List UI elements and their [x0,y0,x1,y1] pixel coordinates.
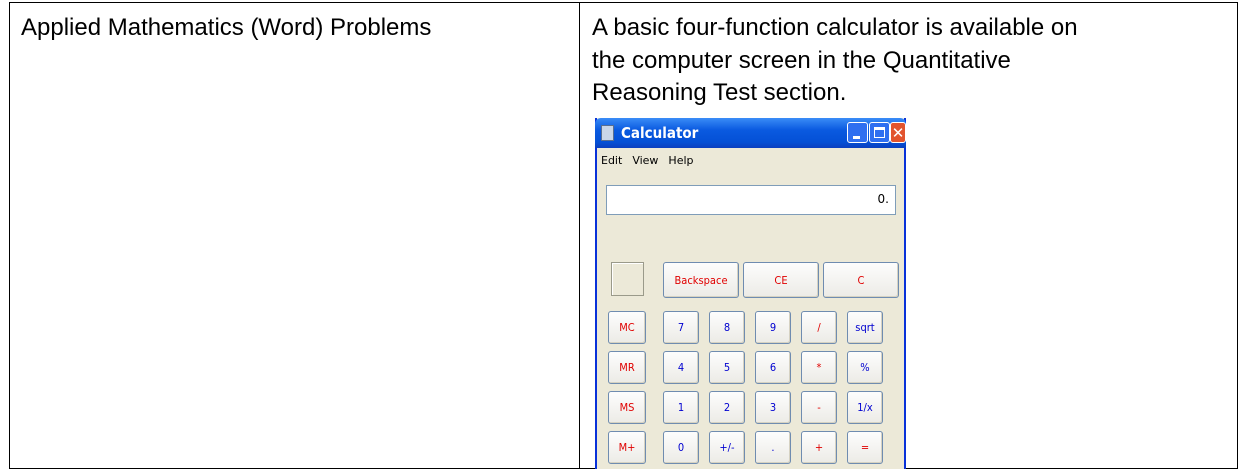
display: 0. [606,185,896,215]
text-line: Applied Mathematics (Word) Problems [21,14,432,41]
text-line: the computer screen in the Quantitative [592,46,1011,74]
menu-item[interactable]: Edit [601,154,623,167]
calc-button[interactable]: 6 [755,351,791,384]
calc-button[interactable]: . [755,431,791,464]
calc-button[interactable]: % [847,351,883,384]
calc-button[interactable]: C [823,262,899,298]
calc-button[interactable]: - [801,391,837,424]
calc-button[interactable]: + [801,431,837,464]
calc-button[interactable]: 0 [663,431,699,464]
calc-button[interactable]: 8 [709,311,745,344]
calc-button[interactable]: +/- [709,431,745,464]
calc-button[interactable]: 4 [663,351,699,384]
menu-item[interactable]: View [632,154,659,167]
calc-button[interactable]: sqrt [847,311,883,344]
close-button[interactable]: ✕ [890,122,906,143]
menu-bar: Edit View Help [601,154,694,172]
text-line: Reasoning Test section. [592,79,847,106]
minimize-button[interactable] [847,122,868,143]
column-divider [579,2,580,469]
maximize-button[interactable] [869,122,890,143]
calc-button[interactable]: * [801,351,837,384]
calc-button[interactable]: 7 [663,311,699,344]
calc-button[interactable]: 9 [755,311,791,344]
calc-button[interactable]: / [801,311,837,344]
calc-button[interactable]: Backspace [663,262,739,298]
calc-button[interactable]: M+ [608,431,646,464]
calc-button[interactable]: MS [608,391,646,424]
calculator-window: Calculator ✕ Edit View Help 0. Backspace CE… [595,118,906,469]
left-cell: Applied Mathematics (Word) Problems [21,12,431,45]
calc-button[interactable]: CE [743,262,819,298]
calc-button[interactable]: MC [608,311,646,344]
calc-button[interactable]: 1/x [847,391,883,424]
app-icon [601,125,614,141]
right-cell: A basic four-function calculator is avai… [592,12,1078,110]
calc-button[interactable]: 5 [709,351,745,384]
calc-button[interactable]: MR [608,351,646,384]
calc-button[interactable]: = [847,431,883,464]
memory-indicator [611,262,644,296]
calc-button[interactable]: 1 [663,391,699,424]
menu-item[interactable]: Help [668,154,694,167]
calc-button[interactable]: 2 [709,391,745,424]
window-title: Calculator [621,124,699,142]
calc-button[interactable]: 3 [755,391,791,424]
text-line: A basic four-function calculator is avai… [592,14,1078,41]
